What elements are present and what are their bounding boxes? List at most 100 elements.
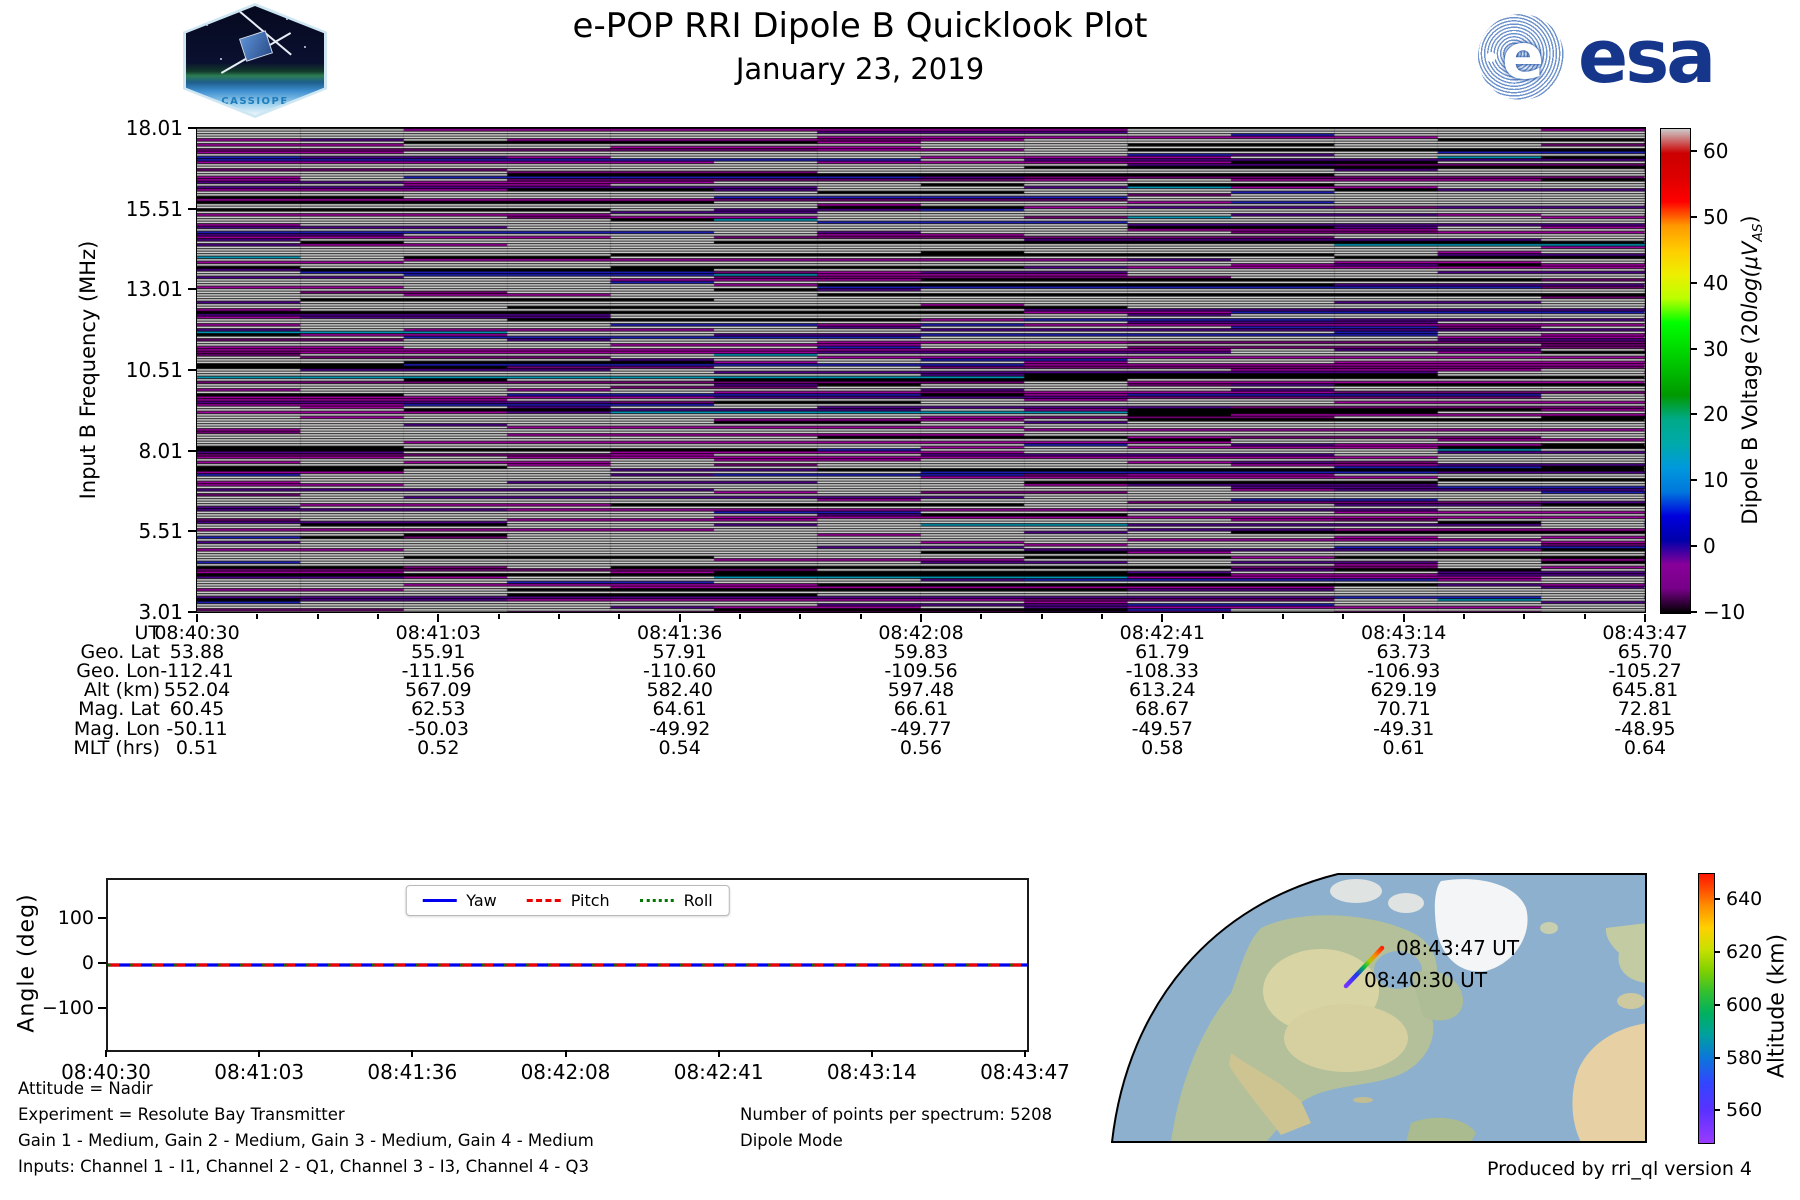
legend-label: Roll xyxy=(683,891,713,910)
table-cell: 08:41:36 xyxy=(637,622,723,644)
table-row: Geo. Lat 53.88 55.91 57.91 59.83 61.79 63.73 65… xyxy=(0,641,1800,664)
table-cell: 08:42:08 xyxy=(878,622,964,644)
colorbar-tick-label: 20 xyxy=(1703,402,1729,427)
esa-logo-e: e xyxy=(1502,20,1545,93)
x-minor-tick-mark xyxy=(256,614,259,619)
y-tick-label: 3.01 xyxy=(138,600,183,624)
y-tick-mark xyxy=(188,127,197,129)
legend-item-pitch: Pitch xyxy=(526,891,610,910)
map-us-plains xyxy=(1284,1004,1408,1072)
alt-colorbar-tick-mark xyxy=(1714,1003,1720,1006)
row-label: MLT (hrs) xyxy=(73,736,160,759)
map-africa xyxy=(1572,1023,1646,1142)
y-tick-label: 13.01 xyxy=(125,277,183,302)
angle-y-tick-mark xyxy=(98,962,106,964)
x-minor-tick-mark xyxy=(558,614,560,619)
x-minor-tick-mark xyxy=(1523,614,1526,619)
table-cell: 08:43:14 xyxy=(1361,622,1447,644)
track-end-time-label: 08:43:47 UT xyxy=(1396,936,1520,960)
table-cell: -50.11 xyxy=(166,717,228,740)
angle-x-tick-label: 08:40:30 xyxy=(61,1060,151,1084)
angle-x-tick-label: 08:42:41 xyxy=(673,1060,764,1084)
star-icon xyxy=(304,46,306,48)
esa-logo-text: esa xyxy=(1578,14,1716,100)
alt-colorbar-tick-label: 560 xyxy=(1726,1099,1763,1122)
y-tick-mark xyxy=(188,288,197,291)
table-cell: -108.33 xyxy=(1125,660,1199,683)
table-cell: 62.53 xyxy=(411,698,466,721)
angle-x-tick-mark xyxy=(870,1050,873,1057)
x-tick-mark xyxy=(196,614,198,622)
x-minor-tick-mark xyxy=(1342,614,1345,619)
map-greenland xyxy=(1434,879,1528,972)
table-cell: 08:41:03 xyxy=(395,622,481,644)
esa-globe-icon: e xyxy=(1478,14,1564,100)
colorbar-tick-mark xyxy=(1690,611,1697,613)
row-label: Alt (km) xyxy=(83,679,160,702)
y-tick-mark xyxy=(188,369,197,371)
colorbar-tick-mark xyxy=(1690,150,1697,153)
colorbar-tick-label: −10 xyxy=(1703,600,1746,624)
legend-label: Yaw xyxy=(466,891,497,910)
table-cell: 08:43:47 xyxy=(1602,622,1688,644)
angle-y-tick-label: 0 xyxy=(81,952,94,974)
y-tick-label: 18.01 xyxy=(125,116,183,140)
alt-colorbar-tick-mark xyxy=(1714,1056,1720,1059)
esa-logo-dot xyxy=(1486,52,1496,62)
table-cell: 68.67 xyxy=(1135,698,1190,721)
colorbar-tick-mark xyxy=(1690,413,1697,416)
angle-x-tick-label: 08:43:47 xyxy=(980,1060,1070,1084)
angle-x-tick-mark xyxy=(717,1050,720,1057)
table-cell: -49.77 xyxy=(890,717,952,740)
angle-lines xyxy=(108,963,1027,967)
table-cell: 0.52 xyxy=(417,736,460,759)
angle-legend: Yaw Pitch Roll xyxy=(405,885,730,916)
roll-line-sample-icon xyxy=(639,899,674,902)
table-cell: 645.81 xyxy=(1611,679,1679,702)
colorbar-tick-mark xyxy=(1690,479,1697,482)
x-minor-tick-mark xyxy=(618,614,621,619)
table-cell: 08:42:41 xyxy=(1119,622,1205,644)
table-cell: -105.27 xyxy=(1608,660,1682,683)
row-label: Mag. Lon xyxy=(73,717,160,740)
produced-by-text: Produced by rri_ql version 4 xyxy=(1487,1158,1752,1180)
x-minor-tick-mark xyxy=(377,614,379,619)
table-cell: 55.91 xyxy=(411,641,466,664)
y-tick-label: 8.01 xyxy=(138,438,183,463)
y-tick-mark xyxy=(188,207,197,210)
page-title: e-POP RRI Dipole B Quicklook Plot xyxy=(572,6,1148,46)
x-tick-mark xyxy=(920,614,922,622)
table-row: MLT (hrs) 0.51 0.52 0.54 0.56 0.58 0.61 0.64 xyxy=(0,736,1800,759)
map-south-america xyxy=(1406,1117,1476,1142)
table-cell: 53.88 xyxy=(169,641,225,664)
table-cell: 65.70 xyxy=(1617,641,1673,664)
table-cell: 597.48 xyxy=(887,679,955,702)
table-row: Mag. Lon -50.11 -50.03 -49.92 -49.77 -49.57 -4… xyxy=(0,717,1800,740)
track-start-time-label: 08:40:30 UT xyxy=(1364,968,1488,992)
colorbar-tick-label: 10 xyxy=(1703,468,1729,493)
table-cell: 08:40:30 xyxy=(154,622,240,644)
colorbar-tick-label: 40 xyxy=(1703,270,1729,295)
annotation-line: Gain 1 - Medium, Gain 2 - Medium, Gain 3… xyxy=(18,1131,594,1150)
table-cell: 57.91 xyxy=(652,641,707,664)
table-cell: 552.04 xyxy=(163,679,231,702)
annotation-line: Number of points per spectrum: 5208 xyxy=(740,1105,1053,1124)
alt-colorbar-tick-label: 580 xyxy=(1726,1046,1763,1069)
spectrogram-canvas xyxy=(197,128,1645,612)
alt-colorbar-tick-label: 600 xyxy=(1726,993,1763,1016)
x-tick-mark xyxy=(437,614,440,622)
map-cuba xyxy=(1353,1097,1373,1103)
map-arctic-island xyxy=(1330,879,1382,903)
colorbar-tick-label: 50 xyxy=(1703,204,1729,229)
angle-x-tick-label: 08:41:03 xyxy=(214,1060,305,1084)
x-minor-tick-mark xyxy=(1463,614,1465,619)
row-label: Geo. Lat xyxy=(80,641,160,664)
colorbar-tick-mark xyxy=(1690,545,1697,548)
attitude-angle-plot: Yaw Pitch Roll xyxy=(106,878,1029,1052)
x-minor-tick-mark xyxy=(497,614,500,619)
table-row: Mag. Lat 60.45 62.53 64.61 66.61 68.67 70.71 72… xyxy=(0,698,1800,721)
annotation-line: Experiment = Resolute Bay Transmitter xyxy=(18,1105,345,1124)
star-icon xyxy=(206,24,208,26)
x-minor-tick-mark xyxy=(1221,614,1224,619)
map-arctic-island xyxy=(1388,893,1424,913)
